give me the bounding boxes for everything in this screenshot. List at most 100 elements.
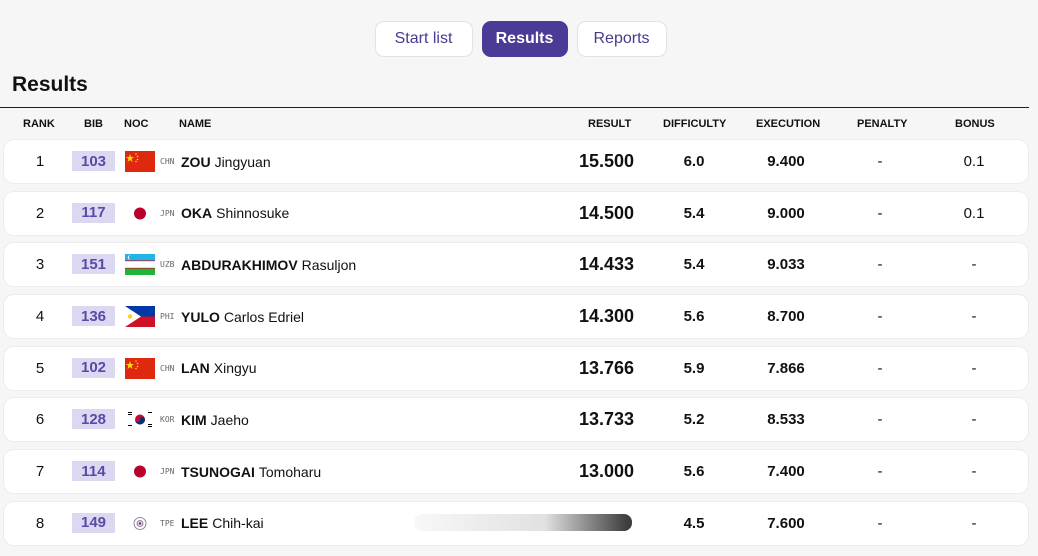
result-cell: 13.000 <box>578 461 634 482</box>
athlete-given-name: Chih-kai <box>212 515 264 532</box>
noc-code: CHN <box>160 157 175 166</box>
bonus-cell: - <box>971 308 977 326</box>
col-difficulty: DIFFICULTY <box>663 118 727 130</box>
bonus-cell: - <box>971 256 977 274</box>
page-title: Results <box>12 73 88 96</box>
bib-badge: 103 <box>72 151 115 171</box>
athlete-surname: KIM <box>181 411 207 428</box>
athlete-name[interactable]: TSUNOGAI Tomoharu <box>181 450 321 493</box>
penalty-cell: - <box>877 359 883 377</box>
table-row[interactable]: 6 128 KOR KIM Jaeho 13.733 5.2 8.533 - - <box>4 398 1028 442</box>
noc-code: UZB <box>160 260 175 270</box>
bib-badge: 114 <box>72 461 115 482</box>
rank-cell: 5 <box>35 359 45 377</box>
noc-code: TPE <box>160 518 175 528</box>
table-row[interactable]: 1 103 CHN ZOU Jingyuan 15.500 6.0 9.400 - 0.1 <box>4 140 1028 183</box>
execution-cell: 8.533 <box>767 411 805 429</box>
bib-badge: 149 <box>72 512 115 533</box>
bib-badge: 117 <box>72 202 115 223</box>
athlete-given-name: Xingyu <box>213 360 257 377</box>
noc-code: JPN <box>160 467 175 477</box>
penalty-cell: - <box>877 256 883 274</box>
rank-cell: 2 <box>35 204 45 222</box>
difficulty-cell: 5.6 <box>683 308 705 326</box>
difficulty-cell: 5.6 <box>683 463 705 481</box>
athlete-name[interactable]: LAN Xingyu <box>181 347 257 390</box>
difficulty-cell: 5.2 <box>683 411 705 429</box>
difficulty-cell: 5.4 <box>683 204 705 222</box>
result-cell: 15.500 <box>578 151 634 171</box>
execution-cell: 7.866 <box>767 359 805 377</box>
noc-code: PHI <box>160 312 175 322</box>
table-row[interactable]: 5 102 CHN LAN Xingyu 13.766 5.9 7.866 - - <box>4 346 1028 390</box>
table-row[interactable]: 4 136 PHI YULO Carlos Edriel 14.300 5.6 8.700 - - <box>4 295 1028 339</box>
results-table: 1 103 CHN ZOU Jingyuan 15.500 6.0 9.400 - 0.1 2 117… <box>4 140 1028 554</box>
rank-cell: 6 <box>35 411 45 429</box>
penalty-cell: - <box>877 514 883 532</box>
athlete-name[interactable]: KIM Jaeho <box>181 398 249 441</box>
col-bib: BIB <box>84 118 103 130</box>
uzb-flag-icon <box>125 254 155 276</box>
col-noc: NOC <box>124 118 149 130</box>
bonus-cell: - <box>971 411 977 429</box>
loading-overlay <box>414 514 632 531</box>
col-penalty: PENALTY <box>857 118 908 130</box>
chn-flag-icon <box>125 151 155 172</box>
athlete-name[interactable]: YULO Carlos Edriel <box>181 295 304 338</box>
penalty-cell: - <box>877 308 883 326</box>
result-cell: 14.300 <box>578 306 634 327</box>
execution-cell: 9.000 <box>767 204 805 222</box>
execution-cell: 9.033 <box>767 256 805 274</box>
execution-cell: 7.600 <box>767 514 805 532</box>
bonus-cell: 0.1 <box>963 204 985 222</box>
athlete-surname: OKA <box>181 205 213 222</box>
athlete-surname: ABDURAKHIMOV <box>181 256 298 273</box>
difficulty-cell: 5.4 <box>683 256 705 274</box>
tab-reports[interactable]: Reports <box>576 21 667 57</box>
col-execution: EXECUTION <box>756 118 821 130</box>
athlete-given-name: Carlos Edriel <box>223 308 305 325</box>
tab-bar: Start list Results Reports <box>0 21 1038 57</box>
athlete-name[interactable]: ZOU Jingyuan <box>181 140 271 183</box>
table-row[interactable]: 7 114 JPN TSUNOGAI Tomoharu 13.000 5.6 7.400 - - <box>4 450 1028 494</box>
rank-cell: 8 <box>35 514 45 532</box>
kor-flag-icon <box>125 409 155 431</box>
difficulty-cell: 4.5 <box>683 514 705 532</box>
table-row[interactable]: 2 117 JPN OKA Shinnosuke 14.500 5.4 9.000 - 0.1 <box>4 191 1028 235</box>
noc-code: KOR <box>160 415 175 425</box>
athlete-surname: TSUNOGAI <box>181 463 255 480</box>
difficulty-cell: 5.9 <box>683 359 705 377</box>
athlete-given-name: Jaeho <box>210 411 249 428</box>
athlete-name[interactable]: ABDURAKHIMOV Rasuljon <box>181 243 356 286</box>
result-cell: 14.500 <box>578 202 634 223</box>
bonus-cell: 0.1 <box>963 153 985 170</box>
col-name: NAME <box>179 118 212 130</box>
tab-results[interactable]: Results <box>481 21 568 57</box>
tab-start-list[interactable]: Start list <box>374 21 473 57</box>
table-header: RANK BIB NOC NAME RESULT DIFFICULTY EXEC… <box>0 118 1038 132</box>
execution-cell: 7.400 <box>767 463 805 481</box>
bib-badge: 136 <box>72 306 115 327</box>
result-cell: 13.733 <box>578 409 634 430</box>
chn-flag-icon <box>125 357 155 379</box>
col-bonus: BONUS <box>955 118 995 130</box>
athlete-given-name: Shinnosuke <box>216 205 290 222</box>
bonus-cell: - <box>971 514 977 532</box>
col-result: RESULT <box>588 118 632 130</box>
noc-code: JPN <box>160 208 175 218</box>
noc-code: CHN <box>160 363 175 373</box>
jpn-flag-icon <box>125 202 155 224</box>
result-cell: 14.433 <box>578 254 634 275</box>
athlete-given-name: Tomoharu <box>258 463 322 480</box>
table-row[interactable]: 3 151 UZB ABDURAKHIMOV Rasuljon 14.433 5.4 9.03… <box>4 243 1028 287</box>
result-cell: 13.766 <box>578 357 634 378</box>
athlete-name[interactable]: OKA Shinnosuke <box>181 192 289 235</box>
athlete-given-name: Rasuljon <box>301 256 357 273</box>
rank-cell: 7 <box>35 463 45 481</box>
bib-badge: 102 <box>72 357 115 378</box>
tpe-flag-icon <box>125 512 155 534</box>
execution-cell: 9.400 <box>767 153 805 170</box>
penalty-cell: - <box>877 463 883 481</box>
col-rank: RANK <box>23 118 55 130</box>
athlete-name[interactable]: LEE Chih-kai <box>181 502 264 545</box>
